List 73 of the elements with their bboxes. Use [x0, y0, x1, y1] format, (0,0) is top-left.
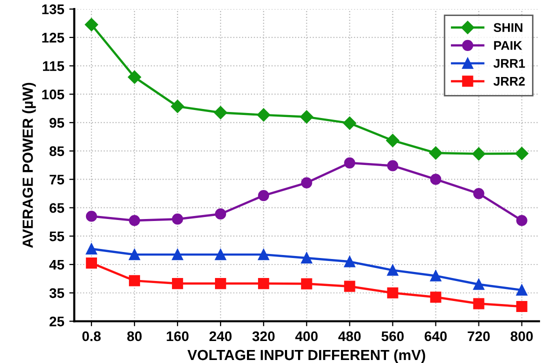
- point: [301, 278, 312, 290]
- point: [344, 157, 356, 168]
- point: [473, 298, 484, 310]
- y-tick-label: 55: [50, 232, 64, 242]
- point: [472, 147, 486, 160]
- legend-label: PAIK: [494, 41, 522, 50]
- point: [473, 278, 484, 290]
- y-tick-label: 95: [50, 118, 64, 128]
- point: [300, 110, 314, 124]
- y-tick-label: 65: [50, 203, 64, 213]
- point: [343, 116, 356, 130]
- y-tick-label: 25: [50, 316, 64, 326]
- point: [430, 270, 442, 282]
- point: [516, 284, 528, 296]
- point: [86, 243, 98, 254]
- point: [301, 252, 312, 264]
- point: [215, 249, 226, 260]
- point: [257, 108, 270, 122]
- point: [172, 278, 184, 290]
- y-tick-label: 105: [42, 90, 64, 100]
- point: [128, 249, 140, 260]
- point: [387, 160, 398, 172]
- legend-label: JRR2: [493, 76, 525, 86]
- point: [84, 18, 98, 32]
- point: [128, 275, 140, 286]
- point: [170, 100, 184, 114]
- point: [214, 106, 228, 120]
- point: [86, 258, 98, 269]
- point: [258, 190, 270, 202]
- point: [473, 188, 484, 200]
- point: [387, 287, 398, 298]
- x-tick-label: 160: [166, 331, 189, 342]
- y-tick-label: 45: [49, 260, 64, 270]
- x-tick-label: 400: [295, 331, 318, 342]
- point: [430, 292, 442, 303]
- x-axis-title: VOLTAGE INPUT DIFFERENT (mV): [187, 349, 426, 363]
- y-tick-label: 85: [50, 146, 64, 156]
- point: [516, 300, 528, 312]
- point: [387, 264, 398, 276]
- y-tick-label: 35: [49, 288, 64, 298]
- point: [429, 146, 442, 160]
- x-tick-label: 480: [338, 331, 361, 342]
- point: [301, 177, 312, 188]
- y-axis-title: AVERAGE POWER (µW): [22, 82, 36, 248]
- y-tick-label: 75: [50, 174, 64, 185]
- x-tick-label: 240: [209, 331, 232, 342]
- point: [258, 249, 270, 260]
- x-tick-label: 560: [382, 331, 404, 342]
- point: [128, 214, 140, 226]
- x-tick-label: 640: [424, 331, 447, 342]
- point: [344, 280, 356, 292]
- point: [128, 70, 142, 84]
- point: [172, 214, 184, 225]
- y-tick-label: 125: [42, 32, 64, 43]
- legend-label: JRR1: [493, 59, 525, 68]
- point: [516, 214, 528, 226]
- point: [258, 278, 270, 290]
- point: [215, 208, 226, 220]
- point: [86, 210, 98, 222]
- point: [386, 134, 400, 148]
- point: [515, 146, 528, 160]
- x-tick-label: 720: [468, 331, 490, 342]
- legend-label: SHIN: [494, 23, 522, 32]
- point: [344, 256, 356, 268]
- x-tick-label: 320: [252, 331, 275, 342]
- y-tick-label: 115: [42, 61, 64, 72]
- point: [215, 278, 226, 290]
- point: [172, 249, 184, 260]
- x-tick-label: 0.8: [82, 331, 101, 342]
- y-tick-label: 135: [42, 4, 64, 14]
- x-tick-label: 80: [127, 331, 142, 342]
- point: [430, 174, 442, 185]
- x-tick-label: 800: [510, 331, 533, 342]
